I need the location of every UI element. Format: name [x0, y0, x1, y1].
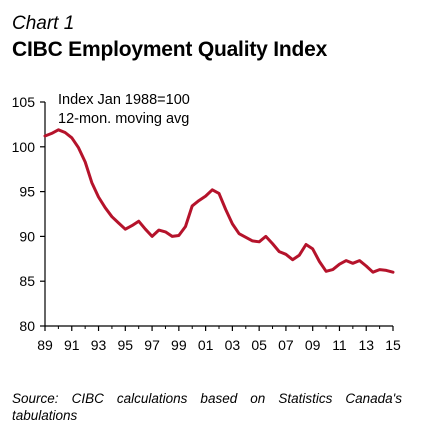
x-tick-label: 07 [278, 337, 294, 353]
x-tick-label: 01 [198, 337, 214, 353]
source-note: Source: CIBC calculations based on Stati… [12, 391, 402, 423]
axes [44, 102, 393, 327]
y-tick-label: 85 [19, 273, 35, 289]
x-tick-label: 13 [358, 337, 374, 353]
x-tick-label: 99 [171, 337, 187, 353]
ticks [40, 101, 394, 331]
series-lines [43, 128, 395, 274]
chart-label: Chart 1 [12, 13, 75, 34]
annotations: Index Jan 1988=100 12-mon. moving avg [58, 92, 190, 127]
chart-title: CIBC Employment Quality Index [12, 38, 328, 61]
x-tick-label: 11 [332, 337, 347, 353]
x-tick-label: 15 [385, 337, 401, 353]
y-tick-label: 100 [12, 139, 36, 155]
y-tick-label: 95 [19, 184, 35, 200]
chart-annotation: 12-mon. moving avg [58, 111, 189, 127]
series-line [43, 128, 395, 274]
x-tick-label: 09 [305, 337, 321, 353]
y-tick-label: 105 [12, 94, 36, 110]
x-tick-label: 05 [251, 337, 267, 353]
x-tick-label: 89 [37, 337, 53, 353]
x-tick-label: 93 [91, 337, 107, 353]
y-tick-label: 90 [19, 228, 35, 244]
y-tick-label: 80 [19, 318, 35, 334]
tick-labels: 80 85 90 95 100 105 89 91 93 95 97 99 01 03 05 07 09 11 13… [12, 94, 401, 353]
x-tick-label: 97 [144, 337, 160, 353]
chart-annotation: Index Jan 1988=100 [58, 92, 190, 108]
x-tick-label: 95 [118, 337, 134, 353]
x-tick-label: 03 [225, 337, 241, 353]
x-tick-label: 91 [64, 337, 80, 353]
